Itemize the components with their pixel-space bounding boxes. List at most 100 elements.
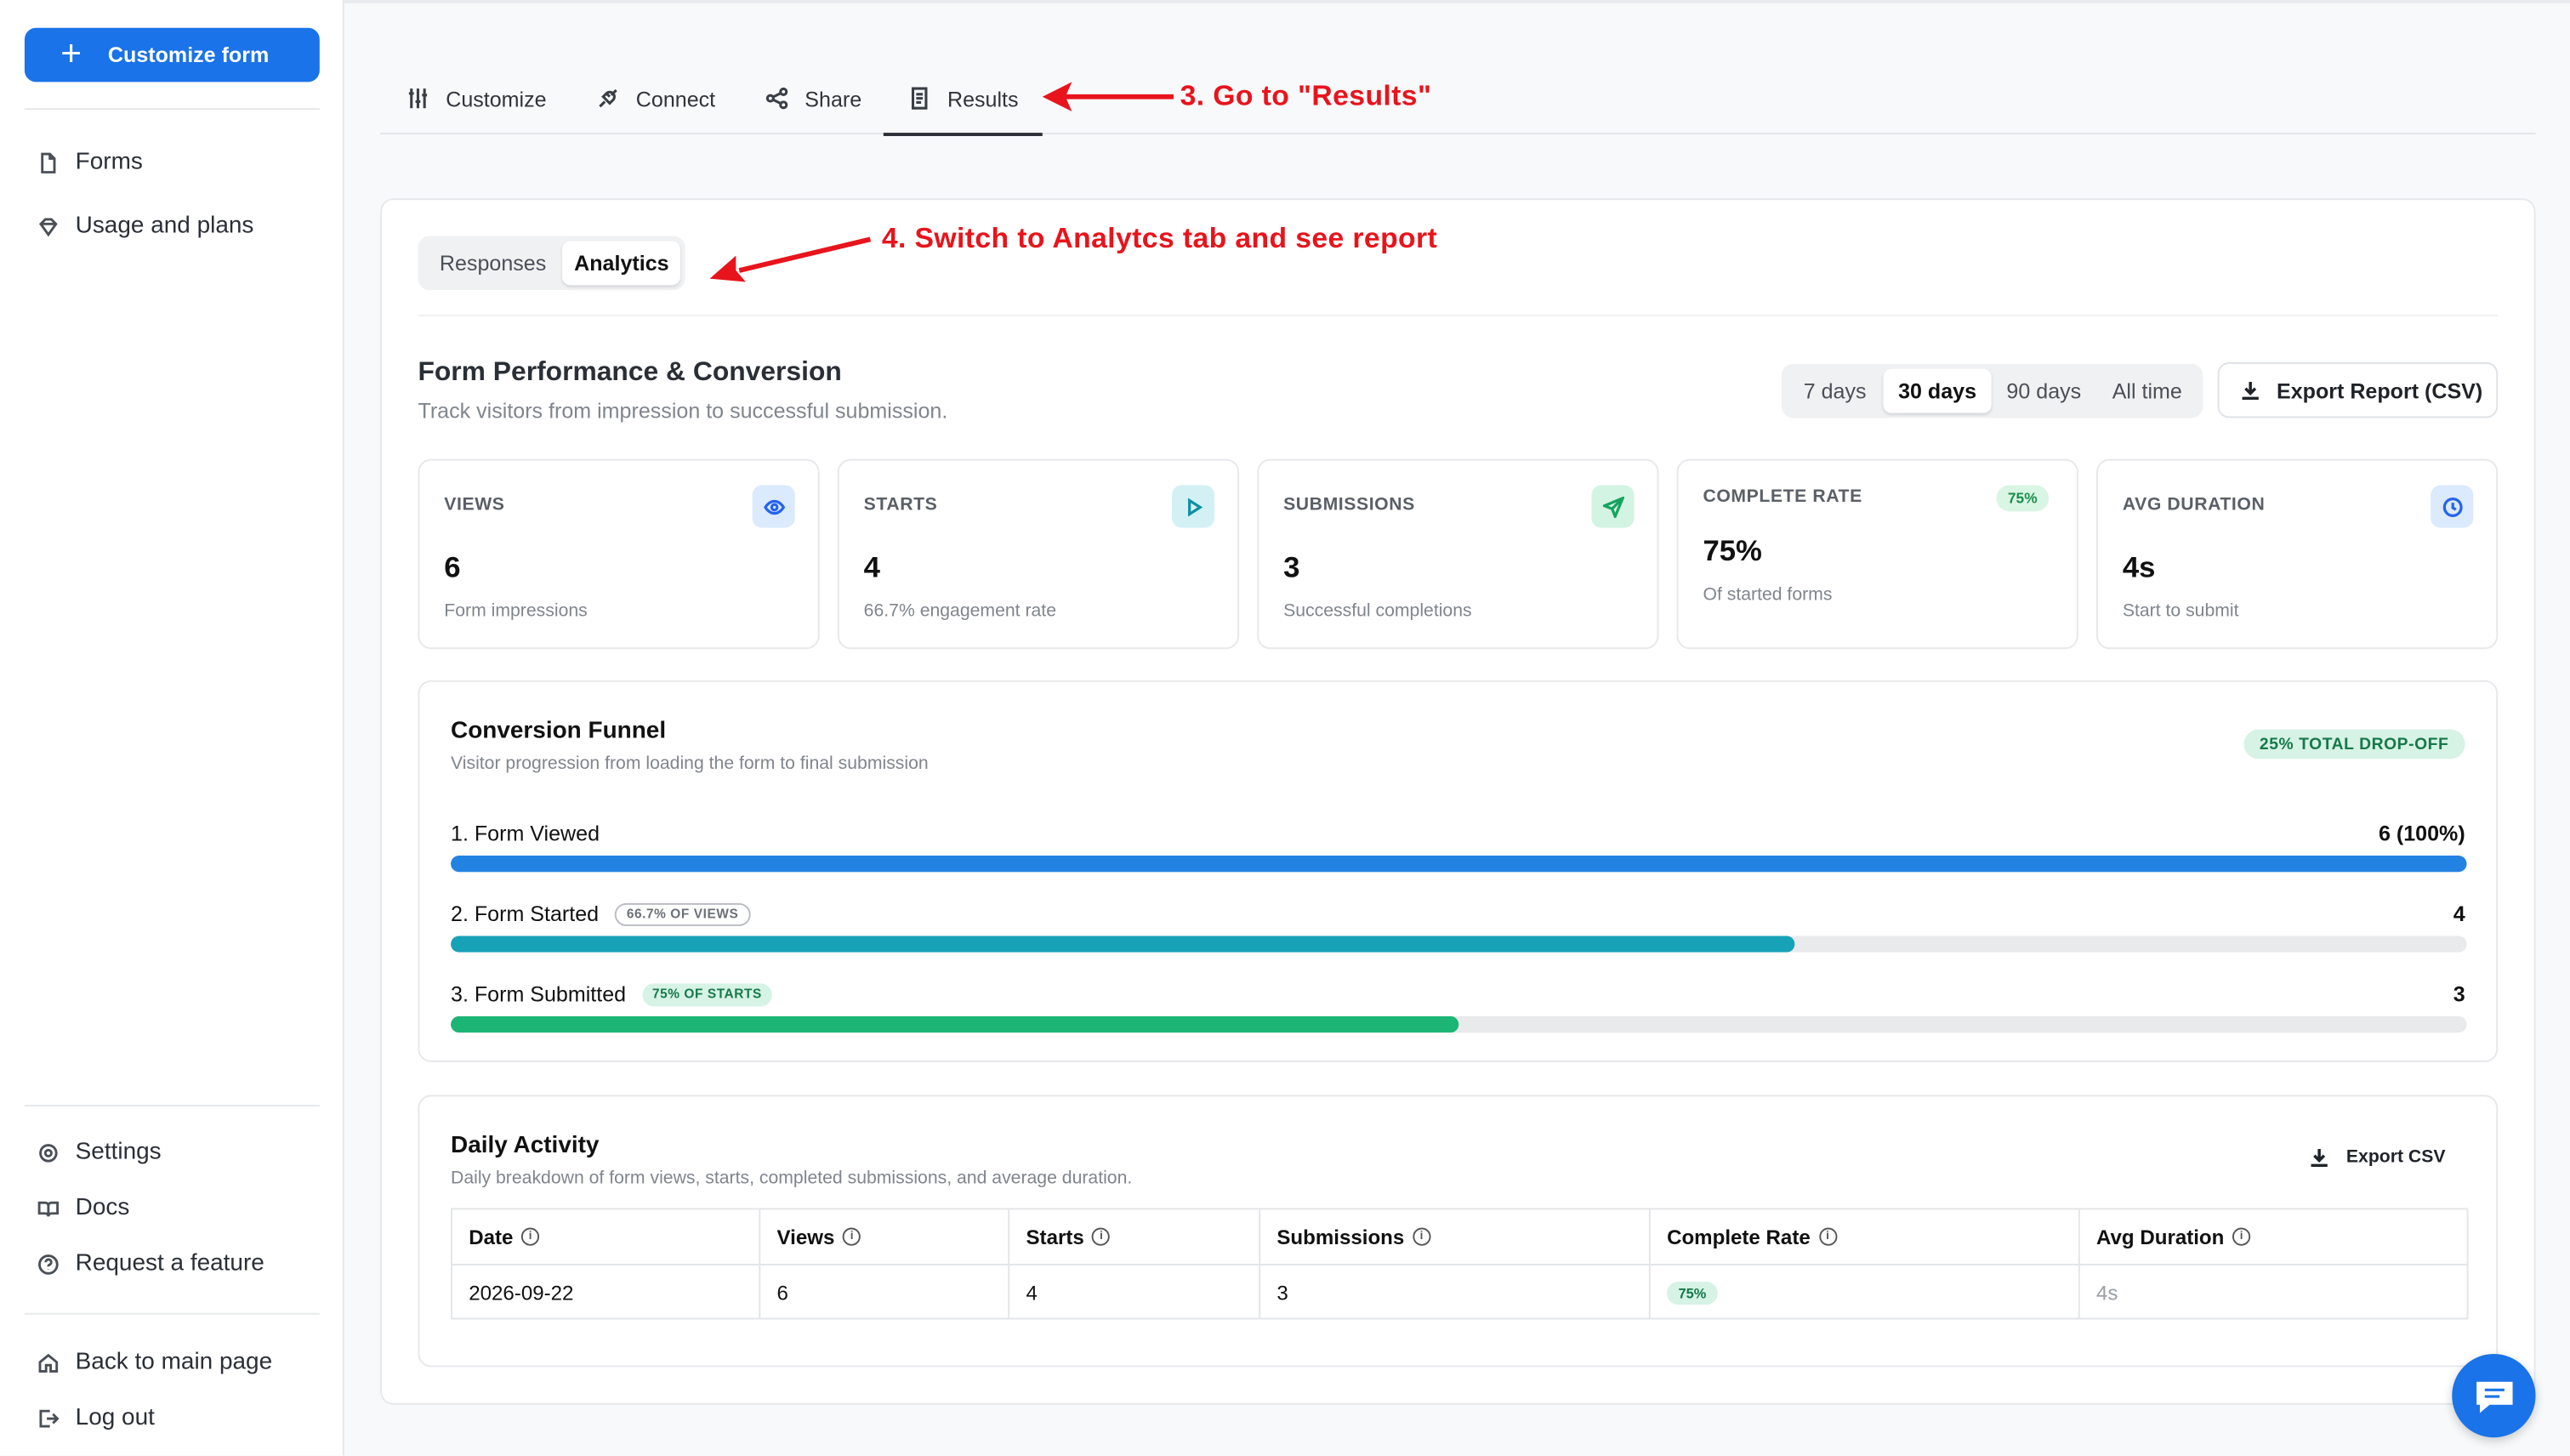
column-header-submissions[interactable]: Submissions i xyxy=(1259,1209,1649,1264)
file-icon xyxy=(41,151,56,173)
funnel-step-value: 4 xyxy=(2453,901,2465,926)
date-range-selector: 7 days 30 days 90 days All time xyxy=(1781,363,2203,418)
sidebar-item-label: Usage and plans xyxy=(75,213,254,240)
sliders-icon xyxy=(408,88,428,109)
sidebar-divider xyxy=(24,1105,320,1106)
column-header-complete-rate[interactable]: Complete Rate i xyxy=(1648,1209,2078,1264)
column-label: Views xyxy=(776,1225,835,1248)
download-icon xyxy=(2311,1149,2328,1168)
funnel-track xyxy=(451,856,2467,873)
tab-analytics[interactable]: Analytics xyxy=(562,241,680,286)
column-header-avg-duration[interactable]: Avg Duration i xyxy=(2078,1209,2469,1264)
sidebar-item-settings[interactable]: Settings xyxy=(37,1139,162,1165)
builder-tabs: Customize Connect Share Results xyxy=(380,62,2536,136)
sidebar-item-usage[interactable]: Usage and plans xyxy=(37,213,254,240)
cell-views: 6 xyxy=(759,1265,1008,1320)
info-icon[interactable]: i xyxy=(1412,1227,1431,1246)
sidebar-item-label: Back to main page xyxy=(75,1349,273,1376)
funnel-step-label: 3. Form Submitted xyxy=(451,981,627,1007)
tab-label: Connect xyxy=(635,86,716,111)
info-icon[interactable]: i xyxy=(2232,1227,2251,1246)
range-7-days[interactable]: 7 days xyxy=(1803,378,1867,404)
metric-card-submissions: SUBMISSIONS 3 Successful completions xyxy=(1257,458,1659,650)
range-30-days[interactable]: 30 days xyxy=(1883,368,1992,413)
eye-icon xyxy=(752,485,795,528)
metric-value: 4 xyxy=(863,550,880,584)
sidebar-item-forms[interactable]: Forms xyxy=(37,149,143,175)
column-header-starts[interactable]: Starts i xyxy=(1008,1209,1259,1264)
metric-label: VIEWS xyxy=(444,495,505,515)
export-report-button[interactable]: Export Report (CSV) xyxy=(2217,361,2499,418)
daily-activity: Daily Activity Daily breakdown of form v… xyxy=(418,1095,2499,1368)
funnel-step-label: 1. Form Viewed xyxy=(451,821,600,846)
results-view-toggle: Responses Analytics xyxy=(418,236,685,291)
column-label: Avg Duration xyxy=(2096,1225,2225,1248)
sidebar: + Customize form Forms Usage and plans S… xyxy=(0,0,344,1456)
sidebar-item-label: Log out xyxy=(75,1404,155,1431)
metric-label: AVG DURATION xyxy=(2122,495,2266,515)
daily-table: Date i Views i Starts i Submissions i Comple… xyxy=(451,1208,2469,1320)
range-90-days[interactable]: 90 days xyxy=(2006,378,2082,404)
funnel-bar-viewed xyxy=(451,856,2467,873)
sidebar-divider xyxy=(24,108,320,111)
sidebar-item-label: Request a feature xyxy=(75,1250,264,1277)
tab-connect[interactable]: Connect xyxy=(597,62,716,134)
tab-customize[interactable]: Customize xyxy=(407,62,547,134)
export-csv-label: Export CSV xyxy=(2345,1147,2446,1168)
tab-share[interactable]: Share xyxy=(765,62,861,134)
question-icon xyxy=(38,1254,59,1274)
send-icon xyxy=(1591,485,1635,528)
funnel-step-value: 6 (100%) xyxy=(2378,821,2465,846)
info-icon[interactable]: i xyxy=(1818,1227,1837,1246)
conversion-funnel: Conversion Funnel Visitor progression fr… xyxy=(418,680,2499,1062)
column-header-views[interactable]: Views i xyxy=(759,1209,1008,1264)
column-label: Starts xyxy=(1026,1225,1084,1248)
tab-label: Results xyxy=(947,86,1019,111)
column-header-date[interactable]: Date i xyxy=(452,1209,759,1264)
share-icon xyxy=(765,87,788,110)
metric-value: 75% xyxy=(1703,534,1762,567)
cell-date: 2026-09-22 xyxy=(469,1281,574,1305)
funnel-step-viewed: 1. Form Viewed xyxy=(451,822,600,846)
annotation-arrow-results xyxy=(1042,82,1174,112)
funnel-bar-submitted xyxy=(451,1015,1459,1033)
metric-sub: Form impressions xyxy=(444,601,588,622)
tab-label: Customize xyxy=(446,86,547,111)
metric-label: STARTS xyxy=(863,495,938,515)
sidebar-item-logout[interactable]: Log out xyxy=(37,1405,155,1431)
sidebar-divider xyxy=(24,1312,320,1315)
info-icon[interactable]: i xyxy=(521,1227,540,1246)
export-report-label: Export Report (CSV) xyxy=(2277,378,2483,403)
metric-sub: Of started forms xyxy=(1703,585,1833,606)
funnel-track xyxy=(451,1015,2467,1033)
book-icon xyxy=(37,1200,60,1216)
info-icon[interactable]: i xyxy=(1092,1227,1111,1246)
funnel-step-pill: 75% OF STARTS xyxy=(642,982,772,1006)
diamond-icon xyxy=(39,217,58,236)
column-label: Date xyxy=(469,1225,514,1248)
sidebar-item-request-feature[interactable]: Request a feature xyxy=(37,1251,264,1277)
export-csv-button[interactable]: Export CSV xyxy=(2310,1147,2446,1168)
daily-title: Daily Activity xyxy=(451,1132,600,1159)
cell-submissions: 3 xyxy=(1259,1265,1649,1320)
metric-label: SUBMISSIONS xyxy=(1283,495,1415,515)
tab-responses[interactable]: Responses xyxy=(439,250,547,276)
info-icon[interactable]: i xyxy=(843,1227,861,1246)
tab-results[interactable]: Results xyxy=(883,62,1044,136)
cell-complete-rate: 75% xyxy=(1648,1265,2078,1320)
funnel-step-value: 3 xyxy=(2453,981,2465,1007)
sidebar-item-label: Forms xyxy=(75,149,143,176)
funnel-step-started: 2. Form Started 66.7% OF VIEWS xyxy=(451,901,750,926)
range-all-time[interactable]: All time xyxy=(2112,378,2182,404)
metric-card-starts: STARTS 4 66.7% engagement rate xyxy=(837,458,1240,650)
annotation-step3: 3. Go to "Results" xyxy=(1180,78,1432,112)
column-label: Complete Rate xyxy=(1667,1225,1811,1248)
chat-launcher-button[interactable] xyxy=(2452,1353,2536,1438)
sidebar-item-docs[interactable]: Docs xyxy=(37,1195,129,1221)
sidebar-item-back-main[interactable]: Back to main page xyxy=(37,1349,272,1375)
customize-form-button[interactable]: + Customize form xyxy=(24,27,320,82)
funnel-bar-started xyxy=(451,936,1796,953)
funnel-subtitle: Visitor progression from loading the for… xyxy=(451,754,929,774)
metric-value: 3 xyxy=(1283,550,1300,584)
metric-card-complete-rate: COMPLETE RATE 75% 75% Of started forms xyxy=(1676,458,2078,650)
